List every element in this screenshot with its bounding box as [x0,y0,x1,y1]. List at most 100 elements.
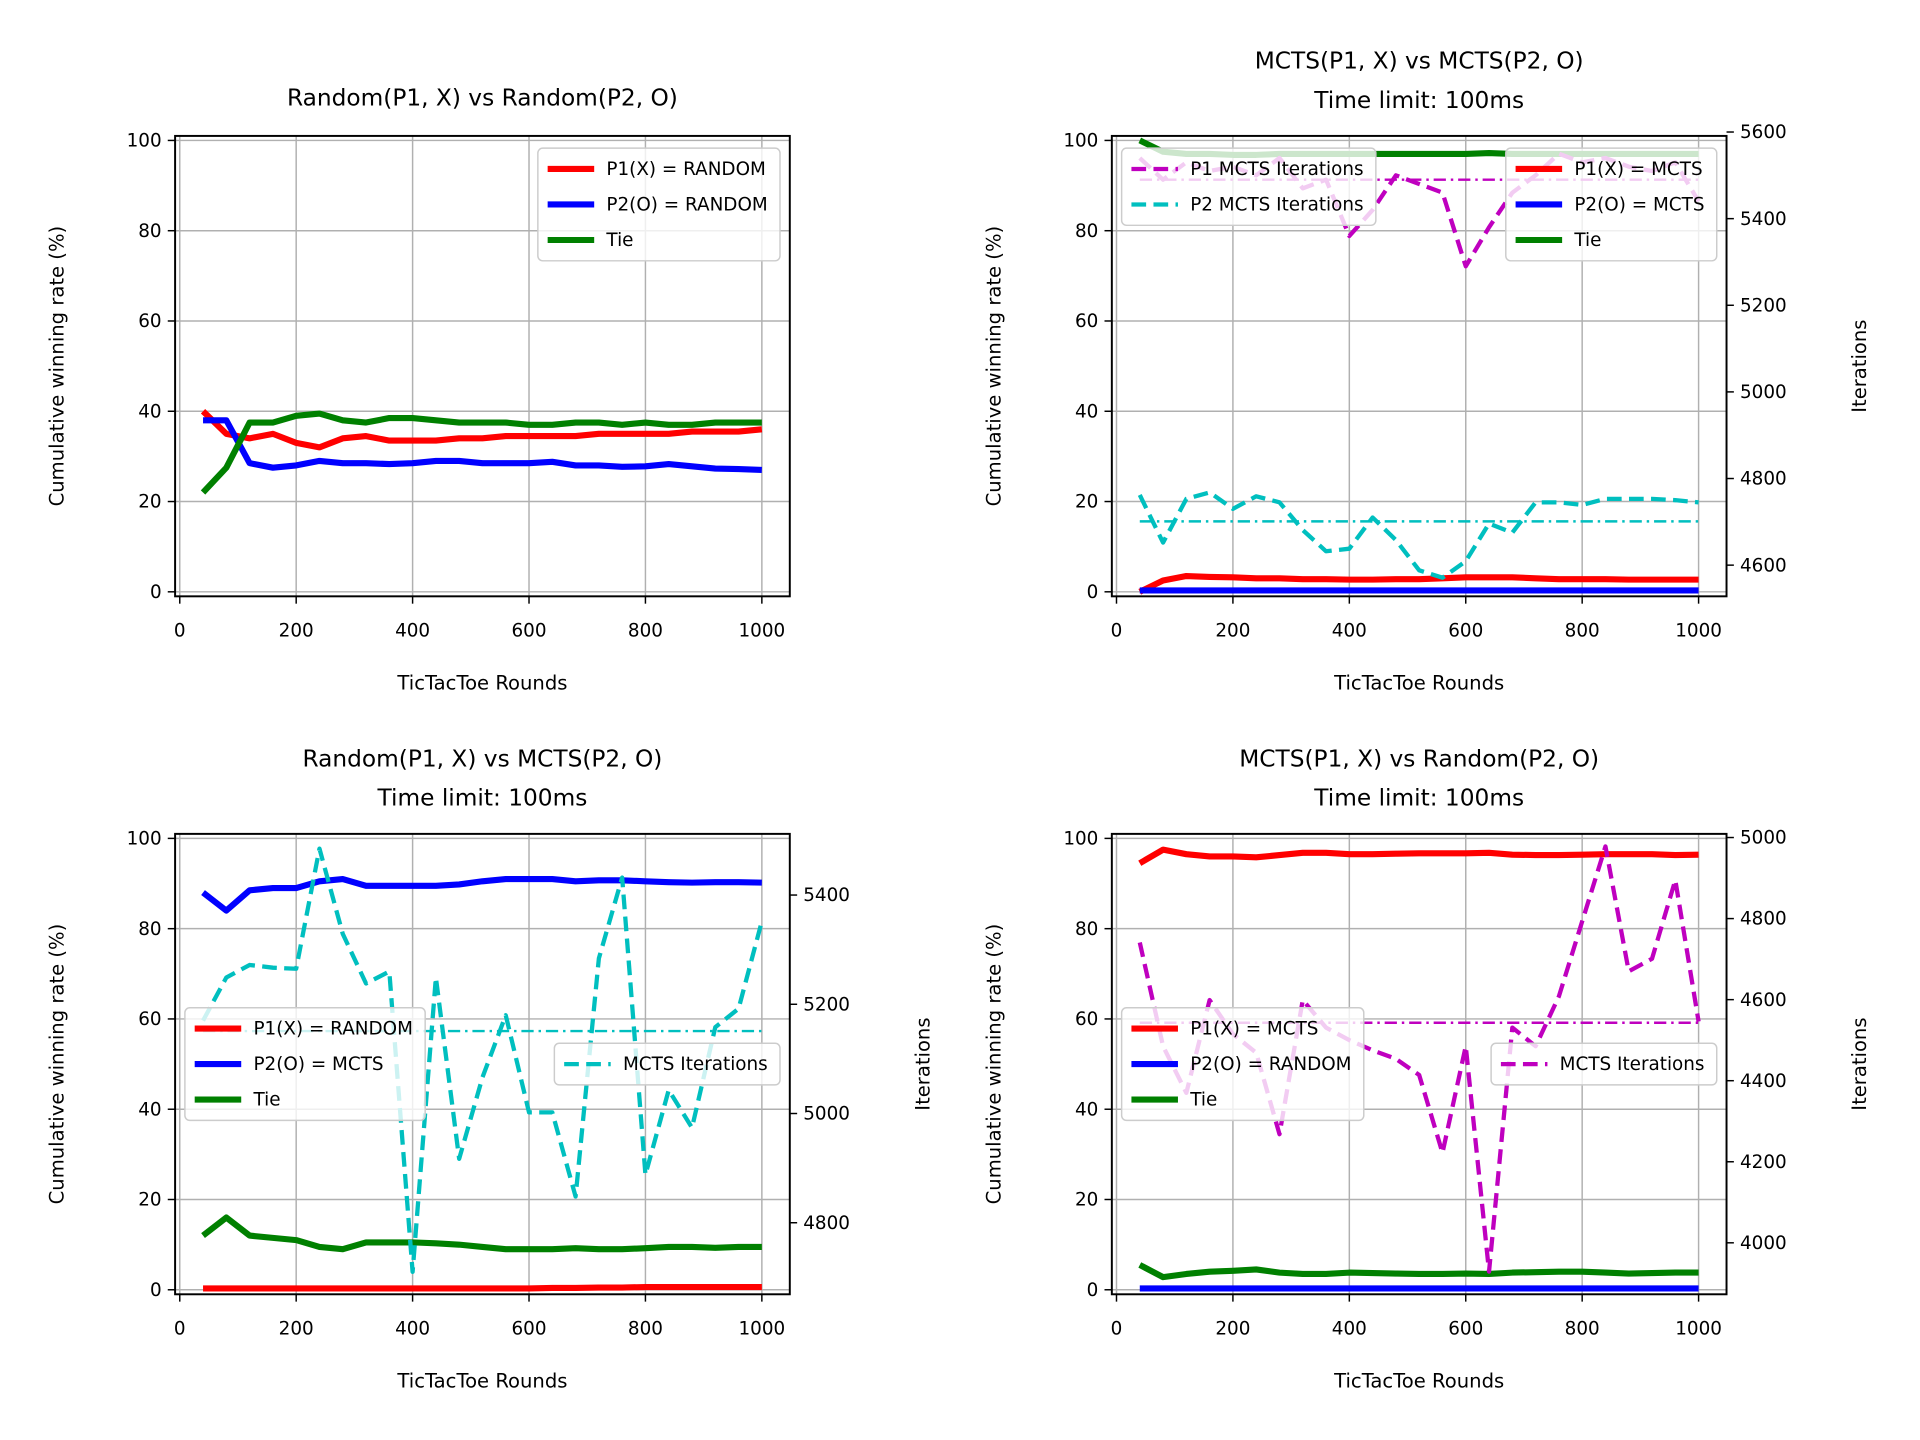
subplot: 0 200 400 600 800 1000 0 20 40 60 80 100 Random(P1, … [46,84,791,694]
y-tick-label: 20 [1075,1190,1098,1211]
y-tick-label: 20 [138,492,161,513]
y-tick-label: 80 [1075,221,1098,242]
x-axis-label: TicTacToe Rounds [1333,671,1504,694]
series-line [203,1284,762,1292]
y-tick-label: 60 [138,311,161,332]
x-tick-label: 600 [511,621,546,642]
y-axis-label: Cumulative winning rate (%) [982,924,1005,1205]
y-axis-label: Cumulative winning rate (%) [982,226,1005,507]
y2-tick-label: 5000 [1740,382,1787,403]
legend-label: P2(O) = MCTS [1574,195,1704,216]
legend: P1(X) = MCTS P2(O) = MCTS Tie [1505,147,1718,262]
y-tick-label: 60 [138,1009,161,1030]
x-tick-label: 400 [395,1319,430,1340]
y-tick-label: 40 [138,401,161,422]
series-line [1138,572,1699,595]
y-tick-label: 40 [1075,401,1098,422]
series-line [1138,846,1699,866]
y-tick-label: 0 [150,582,162,603]
y2-axis-label: Iterations [911,1017,934,1110]
x-tick-label: 600 [1448,621,1483,642]
chart-title: Random(P1, X) vs MCTS(P2, O) [303,746,663,773]
x-tick-label: 200 [1215,1319,1250,1340]
legend-label: P1(X) = RANDOM [606,159,765,180]
y2-tick-label: 4800 [803,1213,850,1234]
plot-area [200,409,763,495]
y2-tick-label: 5200 [1740,295,1787,316]
x-tick-label: 0 [1111,621,1123,642]
y2-tick-label: 4000 [1740,1233,1787,1254]
iteration-line [201,846,764,1275]
iteration-line [1137,490,1699,580]
series-line [203,417,762,473]
legend-label: Tie [1573,230,1601,251]
legend-label: Tie [1189,1090,1217,1111]
legend: P1(X) = RANDOM P2(O) = RANDOM Tie [537,147,781,262]
y2-tick-label: 4400 [1740,1071,1787,1092]
legend: P1(X) = MCTS P2(O) = RANDOM Tie [1120,1007,1365,1122]
y2-tick-label: 5200 [803,994,850,1015]
y-tick-label: 40 [138,1099,161,1120]
legend-label: P1(X) = MCTS [1574,159,1702,180]
legend-label: P1 MCTS Iterations [1190,159,1363,180]
x-tick-label: 0 [1111,1319,1123,1340]
y2-tick-label: 5600 [1740,122,1787,143]
y-tick-label: 80 [138,919,161,940]
legend: P1 MCTS Iterations P2 MCTS Iterations [1120,147,1377,227]
axes-frame [1110,134,1728,598]
y-tick-label: 100 [127,829,162,850]
y-tick-label: 0 [1087,582,1099,603]
legend-label: MCTS Iterations [1560,1054,1705,1075]
x-tick-label: 400 [1332,1319,1367,1340]
y-tick-label: 40 [1075,1099,1098,1120]
y-tick-label: 60 [1075,311,1098,332]
axes-frame [1110,832,1728,1296]
legend: MCTS Iterations [553,1042,781,1086]
legend-box [1120,1007,1365,1122]
y-tick-label: 0 [1087,1280,1099,1301]
legend-label: MCTS Iterations [623,1054,768,1075]
axes-frame [174,134,791,598]
y-tick-label: 100 [1063,829,1098,850]
y2-tick-label: 4800 [1740,469,1787,490]
y2-axis-label: Iterations [1848,319,1871,412]
y2-axis-label: Iterations [1848,1017,1871,1110]
legend-box [184,1007,426,1122]
x-tick-label: 600 [1448,1319,1483,1340]
y2-tick-label: 4800 [1740,909,1787,930]
y-tick-label: 80 [138,221,161,242]
y2-tick-label: 4600 [1740,555,1787,576]
legend-label: P2 MCTS Iterations [1190,195,1363,216]
x-tick-label: 800 [628,1319,663,1340]
x-tick-label: 1000 [1675,1319,1722,1340]
x-axis-label: TicTacToe Rounds [396,671,567,694]
y2-tick-label: 5000 [1740,828,1787,849]
legend-box [537,147,781,262]
legend-label: P2(O) = RANDOM [606,195,767,216]
chart-title: MCTS(P1, X) vs Random(P2, O) [1239,746,1599,773]
x-tick-label: 400 [395,621,430,642]
chart-subtitle: Time limit: 100ms [377,785,588,812]
legend-label: P1(X) = MCTS [1190,1019,1318,1040]
y-tick-label: 0 [150,1280,162,1301]
legend-label: P2(O) = RANDOM [1190,1054,1351,1075]
chart-subtitle: Time limit: 100ms [1313,87,1524,114]
series-line [201,875,762,914]
y2-tick-label: 4600 [1740,990,1787,1011]
x-tick-label: 0 [174,621,186,642]
legend-label: P2(O) = MCTS [253,1054,383,1075]
series-line [200,410,762,495]
legend-box [553,1042,781,1086]
subplot: 0 200 400 600 800 1000 0 20 40 60 80 100 4600 4800 500… [982,48,1871,695]
y-tick-label: 20 [1075,492,1098,513]
x-tick-label: 1000 [738,621,785,642]
y-tick-label: 60 [1075,1009,1098,1030]
x-tick-label: 800 [1565,1319,1600,1340]
x-tick-label: 200 [1215,621,1250,642]
legend-label: Tie [605,230,633,251]
legend: P1(X) = RANDOM P2(O) = MCTS Tie [184,1007,426,1122]
y-tick-label: 20 [138,1190,161,1211]
legend-label: P1(X) = RANDOM [253,1019,412,1040]
x-tick-label: 400 [1332,621,1367,642]
